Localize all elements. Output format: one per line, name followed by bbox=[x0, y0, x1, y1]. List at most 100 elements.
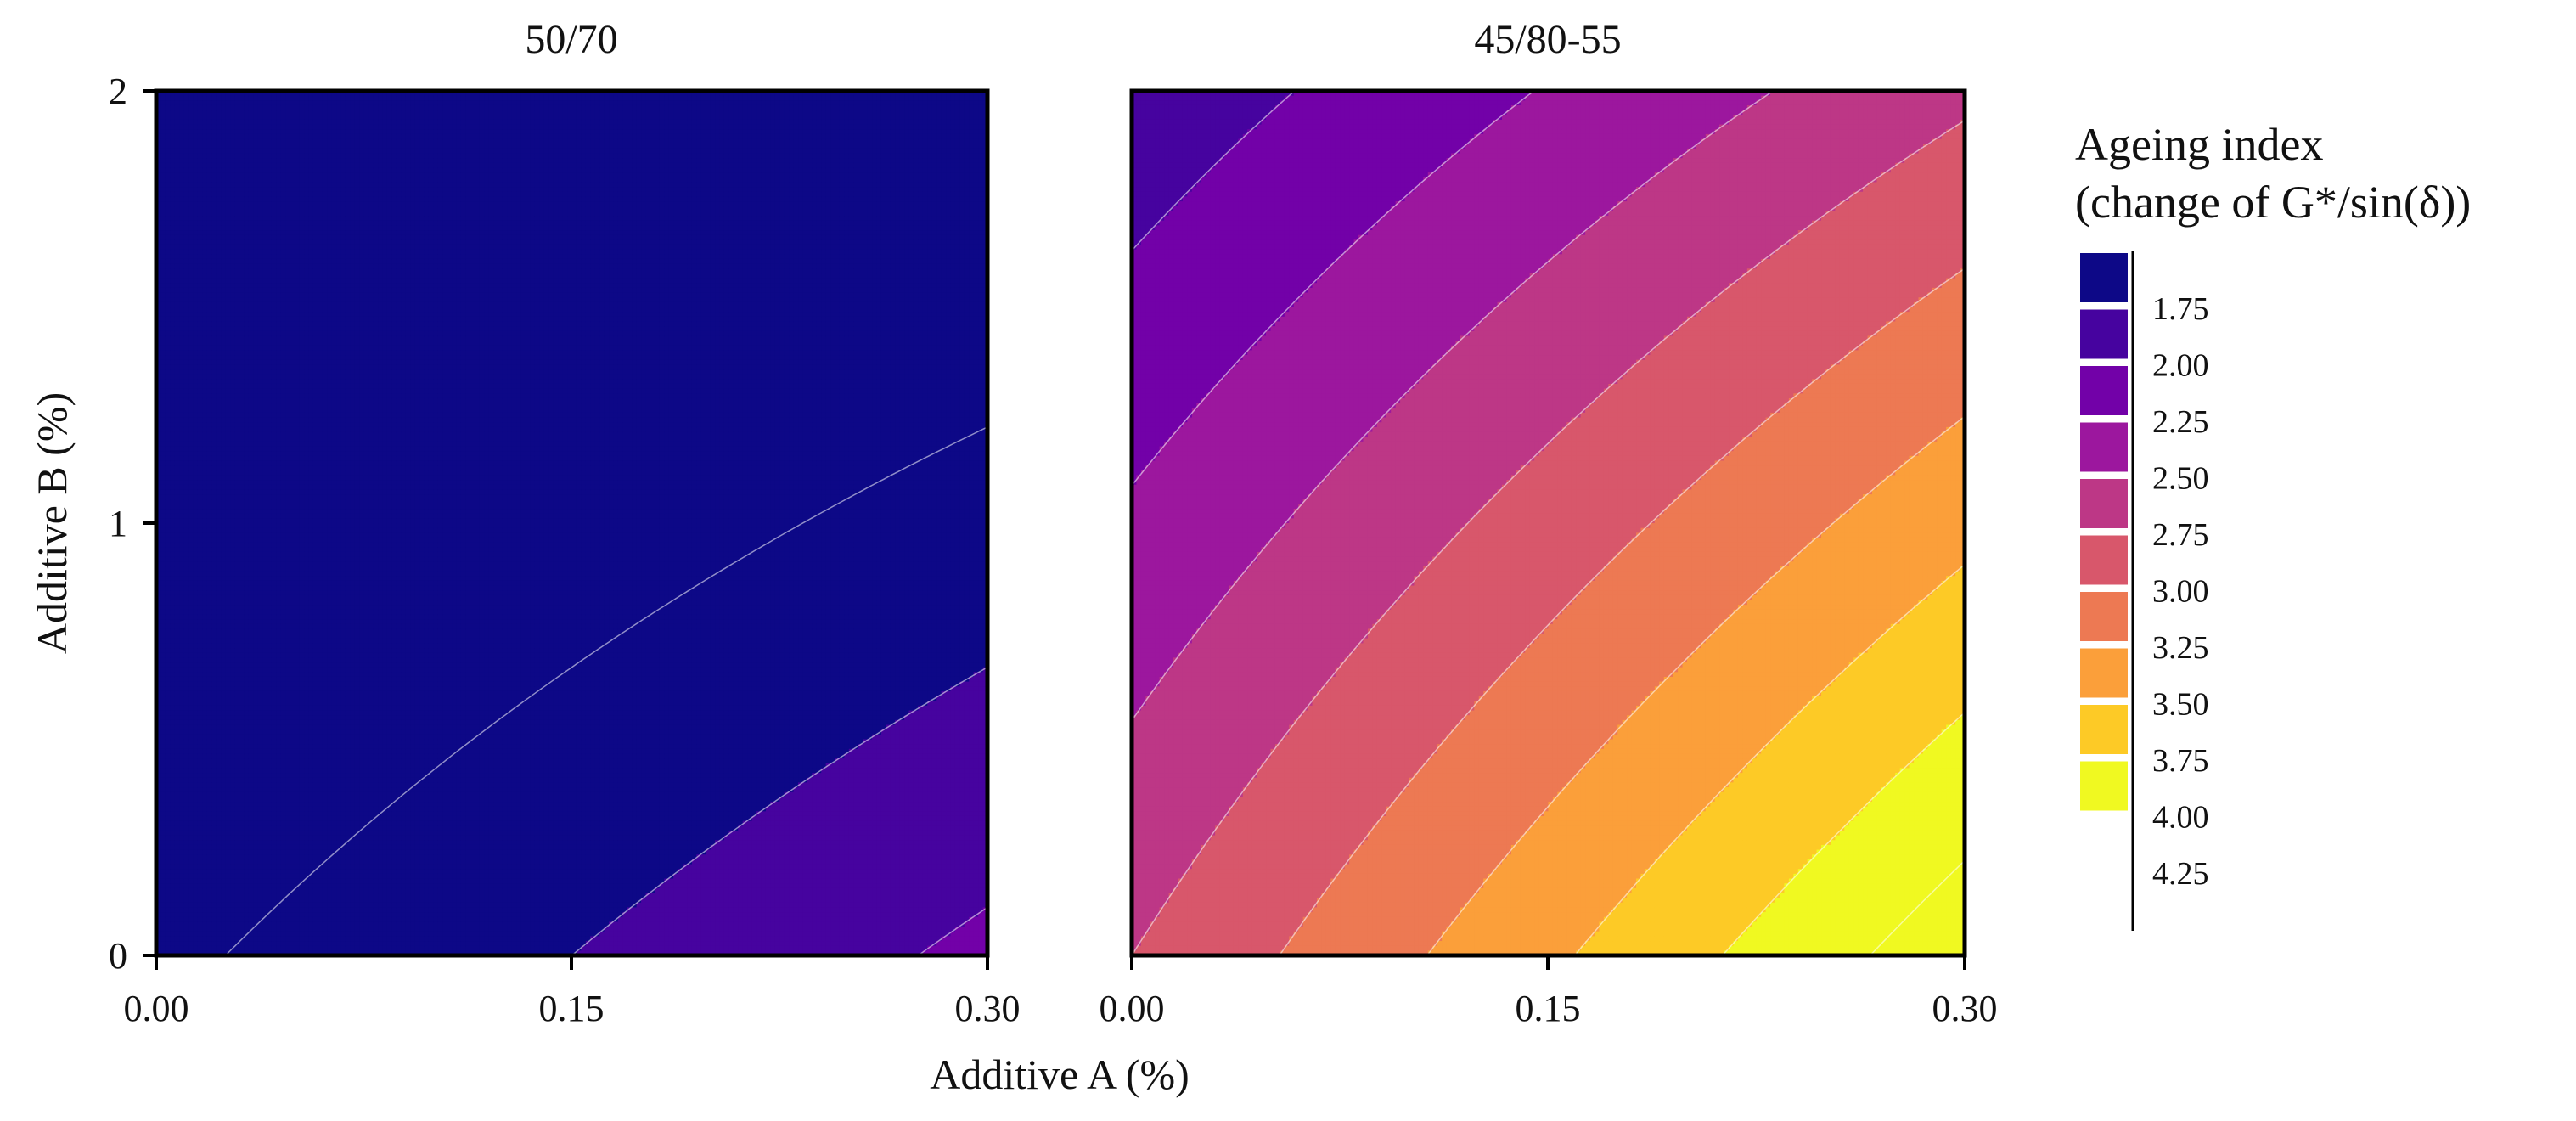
contour-cell bbox=[179, 758, 184, 763]
contour-cell bbox=[198, 668, 203, 673]
contour-cell bbox=[230, 874, 235, 879]
contour-cell bbox=[198, 840, 203, 845]
contour-cell bbox=[239, 874, 245, 879]
contour-cell bbox=[253, 845, 258, 850]
contour-cell bbox=[207, 451, 212, 456]
contour-cell bbox=[188, 341, 194, 346]
contour-cell bbox=[276, 480, 281, 485]
contour-cell bbox=[217, 250, 222, 255]
contour-cell bbox=[184, 811, 189, 816]
contour-cell bbox=[202, 494, 207, 499]
contour-cell bbox=[198, 782, 203, 787]
contour-cell bbox=[188, 753, 194, 758]
contour-cell bbox=[194, 216, 199, 221]
contour-cell bbox=[221, 610, 226, 615]
contour-cell bbox=[244, 206, 249, 211]
contour-cell bbox=[262, 532, 267, 538]
contour-cell bbox=[249, 576, 254, 581]
contour-cell bbox=[202, 451, 207, 456]
contour-cell bbox=[170, 254, 175, 259]
contour-cell bbox=[281, 460, 286, 465]
contour-cell bbox=[230, 326, 235, 331]
contour-cell bbox=[217, 182, 222, 187]
contour-cell bbox=[244, 643, 249, 648]
contour-cell bbox=[211, 628, 217, 634]
contour-cell bbox=[221, 706, 226, 711]
contour-cell bbox=[194, 134, 199, 139]
contour-cell bbox=[258, 312, 263, 317]
contour-cell bbox=[276, 196, 281, 201]
contour-cell bbox=[202, 499, 207, 504]
contour-cell bbox=[160, 451, 166, 456]
contour-cell bbox=[207, 672, 212, 677]
contour-cell bbox=[253, 816, 258, 821]
contour-cell bbox=[221, 691, 226, 696]
contour-cell bbox=[207, 437, 212, 442]
contour-cell bbox=[239, 831, 245, 836]
contour-cell bbox=[226, 360, 231, 365]
contour-cell bbox=[239, 657, 245, 662]
contour-cell bbox=[272, 557, 277, 562]
contour-cell bbox=[221, 782, 226, 787]
contour-cell bbox=[226, 753, 231, 758]
contour-cell bbox=[207, 782, 212, 787]
contour-cell bbox=[166, 105, 171, 110]
contour-cell bbox=[188, 729, 194, 735]
contour-cell bbox=[226, 364, 231, 369]
contour-cell bbox=[244, 110, 249, 115]
contour-cell bbox=[207, 653, 212, 658]
contour-cell bbox=[253, 364, 258, 369]
contour-cell bbox=[179, 144, 184, 149]
contour-cell bbox=[276, 840, 281, 845]
contour-cell bbox=[272, 893, 277, 898]
contour-cell bbox=[217, 677, 222, 682]
contour-cell bbox=[202, 245, 207, 250]
contour-cell bbox=[221, 600, 226, 605]
contour-cell bbox=[198, 682, 203, 687]
contour-cell bbox=[234, 624, 239, 629]
contour-cell bbox=[160, 346, 166, 351]
contour-cell bbox=[160, 711, 166, 716]
contour-cell bbox=[226, 903, 231, 908]
contour-cell bbox=[244, 451, 249, 456]
contour-cell bbox=[253, 941, 258, 946]
contour-cell bbox=[258, 763, 263, 769]
contour-cell bbox=[230, 538, 235, 543]
contour-cell bbox=[272, 773, 277, 778]
contour-cell bbox=[253, 254, 258, 259]
contour-cell bbox=[217, 393, 222, 398]
contour-cell bbox=[226, 557, 231, 562]
contour-cell bbox=[211, 288, 217, 293]
contour-cell bbox=[258, 427, 263, 432]
contour-cell bbox=[249, 250, 254, 255]
contour-cell bbox=[179, 883, 184, 888]
contour-cell bbox=[217, 297, 222, 302]
contour-cell bbox=[175, 836, 180, 841]
contour-cell bbox=[267, 865, 273, 870]
contour-cell bbox=[194, 499, 199, 504]
contour-cell bbox=[160, 297, 166, 302]
contour-cell bbox=[281, 273, 286, 279]
contour-cell bbox=[281, 283, 286, 288]
contour-cell bbox=[230, 398, 235, 403]
contour-cell bbox=[217, 552, 222, 557]
contour-cell bbox=[207, 129, 212, 134]
contour-cell bbox=[198, 235, 203, 240]
contour-cell bbox=[170, 192, 175, 197]
contour-cell bbox=[198, 729, 203, 735]
contour-cell bbox=[170, 576, 175, 581]
contour-cell bbox=[198, 398, 203, 403]
contour-cell bbox=[184, 355, 189, 360]
contour-cell bbox=[179, 297, 184, 302]
contour-cell bbox=[194, 874, 199, 879]
contour-cell bbox=[194, 831, 199, 836]
contour-cell bbox=[175, 639, 180, 644]
contour-cell bbox=[170, 245, 175, 250]
contour-cell bbox=[221, 158, 226, 163]
contour-cell bbox=[175, 398, 180, 403]
contour-cell bbox=[249, 504, 254, 509]
contour-cell bbox=[184, 836, 189, 841]
contour-cell bbox=[211, 532, 217, 538]
contour-cell bbox=[166, 369, 171, 375]
contour-cell bbox=[202, 480, 207, 485]
